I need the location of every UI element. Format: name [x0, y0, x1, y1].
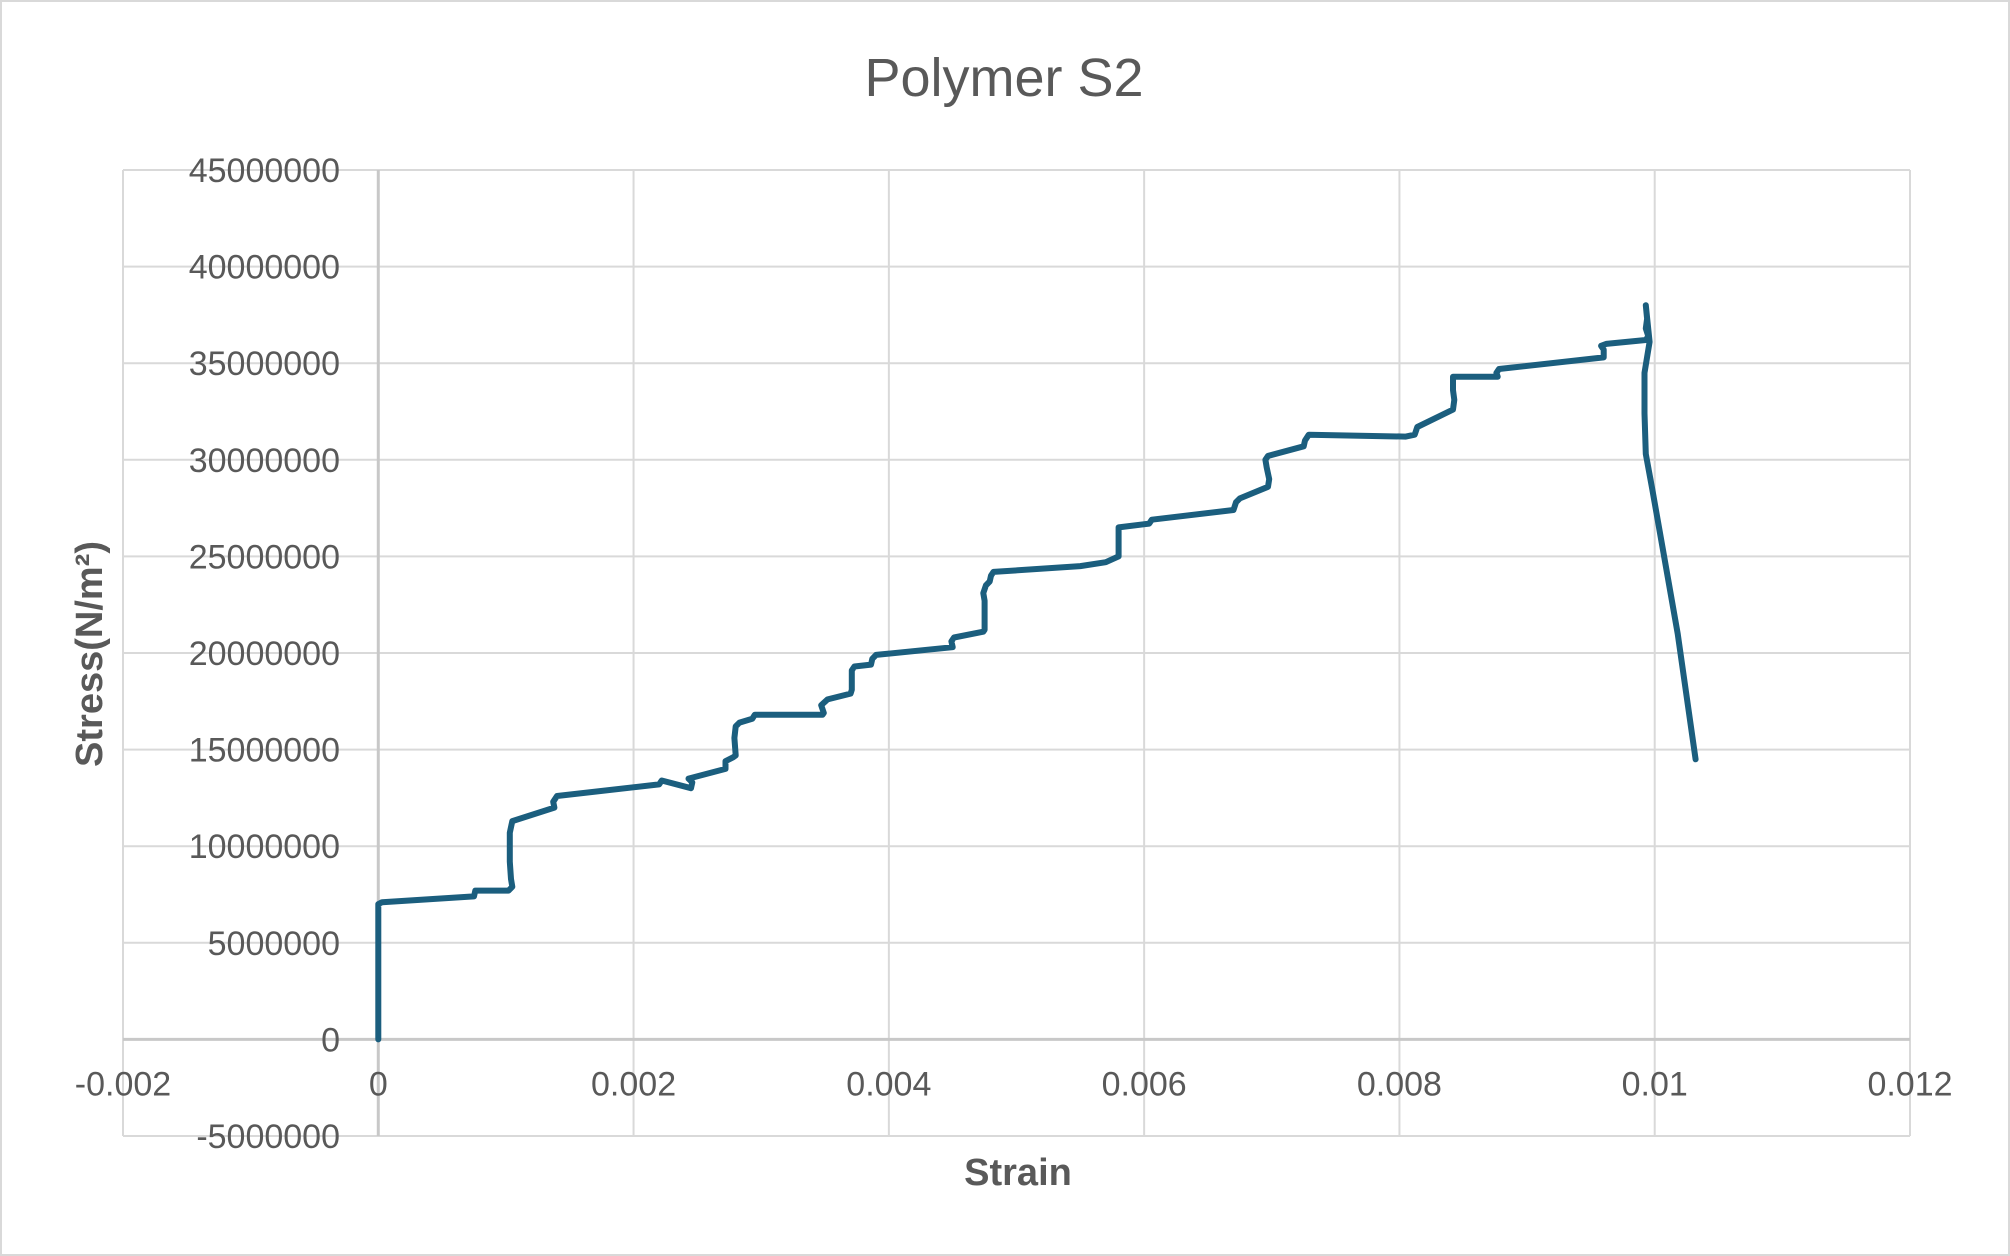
y-tick-label: 35000000: [189, 345, 340, 383]
y-tick-label: -5000000: [196, 1118, 340, 1156]
y-tick-label: 30000000: [189, 442, 340, 480]
y-tick-label: 5000000: [208, 925, 340, 963]
x-tick-label: 0.002: [591, 1065, 676, 1103]
tick-labels: -0.002 0 0.002 0.004 0.006 0.008 0.01 0.012 -500…: [75, 152, 1953, 1156]
x-tick-label: 0.004: [846, 1065, 931, 1103]
y-tick-label: 10000000: [189, 828, 340, 866]
x-tick-label: -0.002: [75, 1065, 171, 1103]
x-tick-label: 0.01: [1622, 1065, 1688, 1103]
x-tick-label: 0.006: [1102, 1065, 1187, 1103]
series: [375, 302, 1699, 1043]
x-tick-label: 0.008: [1357, 1065, 1442, 1103]
y-tick-label: 15000000: [189, 732, 340, 770]
x-tick-label: 0.012: [1867, 1065, 1952, 1103]
y-tick-label: 40000000: [189, 249, 340, 287]
y-tick-label: 0: [321, 1021, 340, 1059]
series-line: [375, 302, 1699, 1043]
y-tick-label: 45000000: [189, 152, 340, 190]
y-axis-label: Stress(N/m²): [69, 541, 111, 767]
x-tick-label: 0: [369, 1065, 388, 1103]
gridlines: [122, 169, 1911, 1137]
chart-title: Polymer S2: [864, 48, 1143, 108]
y-tick-label: 25000000: [189, 538, 340, 576]
y-tick-label: 20000000: [189, 635, 340, 673]
x-axis-label: Strain: [964, 1152, 1072, 1194]
